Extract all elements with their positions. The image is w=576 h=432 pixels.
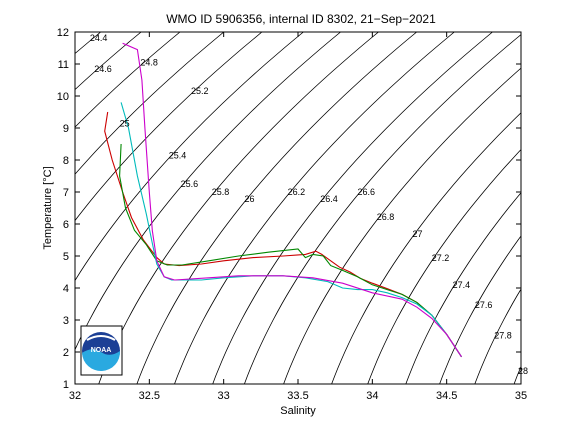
density-label: 25.4 — [169, 150, 187, 160]
y-tick-label: 1 — [63, 379, 69, 391]
density-label: 24.8 — [140, 58, 158, 68]
density-contour-24-4 — [75, 32, 102, 55]
density-contour-26-6 — [243, 34, 521, 384]
density-label: 24.6 — [94, 64, 112, 74]
y-tick-label: 9 — [63, 123, 69, 135]
noaa-logo-text: NOAA — [91, 347, 112, 354]
density-label: 27 — [413, 229, 423, 239]
density-contour-26-2 — [174, 32, 455, 384]
x-tick-label: 33 — [218, 390, 230, 402]
y-tick-label: 5 — [63, 251, 69, 263]
chart-title: WMO ID 5906356, internal ID 8302, 21−Sep… — [166, 12, 436, 26]
y-tick-label: 10 — [57, 91, 69, 103]
profile-line-4 — [122, 42, 462, 358]
y-tick-label: 3 — [63, 315, 69, 327]
density-label: 26.8 — [377, 212, 395, 222]
density-contour-27 — [331, 112, 521, 384]
density-label: 25 — [120, 118, 130, 128]
density-contour-25 — [75, 32, 225, 175]
density-contour-25-6 — [75, 32, 342, 351]
noaa-logo: NOAA — [80, 325, 123, 376]
x-axis-label: Salinity — [280, 405, 316, 417]
density-contour-27-8 — [474, 288, 521, 384]
x-tick-label: 34 — [366, 390, 378, 402]
density-label: 26.6 — [358, 187, 376, 197]
y-tick-label: 2 — [63, 347, 69, 359]
y-tick-label: 4 — [63, 283, 69, 295]
profile-line-2 — [119, 143, 462, 358]
density-contour-26 — [136, 32, 418, 384]
x-tick-label: 34.5 — [436, 390, 457, 402]
density-contour-27-6 — [439, 235, 521, 384]
density-contour-24-8 — [75, 32, 181, 128]
profile-lines — [104, 42, 462, 358]
density-contour-28 — [513, 365, 521, 384]
density-contour-24-6 — [75, 32, 142, 91]
density-label: 25.2 — [191, 86, 209, 96]
density-label: 27.4 — [453, 280, 471, 290]
density-labels: 24.4 24.6 24.8 25 25.2 25.4 25.6 25.8 26 26.2 26.4… — [90, 33, 528, 376]
density-label: 26 — [245, 194, 255, 204]
x-tick-label: 35 — [515, 390, 527, 402]
density-contour-27-2 — [367, 148, 521, 384]
density-label: 28 — [518, 366, 528, 376]
density-label: 25.6 — [181, 179, 199, 189]
y-tick-label: 6 — [63, 219, 69, 231]
density-contour-26-8 — [283, 67, 521, 384]
y-tick-label: 7 — [63, 187, 69, 199]
y-tick-label: 8 — [63, 155, 69, 167]
profile-line-3 — [120, 102, 462, 358]
density-contour-26-4 — [212, 32, 494, 384]
y-axis-label: Temperature [°C] — [42, 166, 54, 249]
x-tick-label: 32.5 — [139, 390, 160, 402]
y-tick-label: 11 — [58, 59, 69, 71]
density-contour-25-2 — [75, 32, 263, 222]
density-label: 27.8 — [494, 331, 512, 341]
x-tick-label: 33.5 — [287, 390, 308, 402]
density-label: 24.4 — [90, 33, 108, 43]
density-label: 26.2 — [288, 187, 306, 197]
x-tick-label: 32 — [69, 390, 81, 402]
profile-line-1 — [104, 111, 462, 358]
y-tick-label: 12 — [57, 27, 69, 39]
density-label: 25.8 — [212, 187, 230, 197]
density-label: 27.6 — [475, 300, 493, 310]
density-contour-25-4 — [75, 32, 305, 282]
density-label: 27.2 — [432, 253, 450, 263]
density-label: 26.4 — [320, 194, 338, 204]
density-contour-27-4 — [405, 192, 521, 384]
